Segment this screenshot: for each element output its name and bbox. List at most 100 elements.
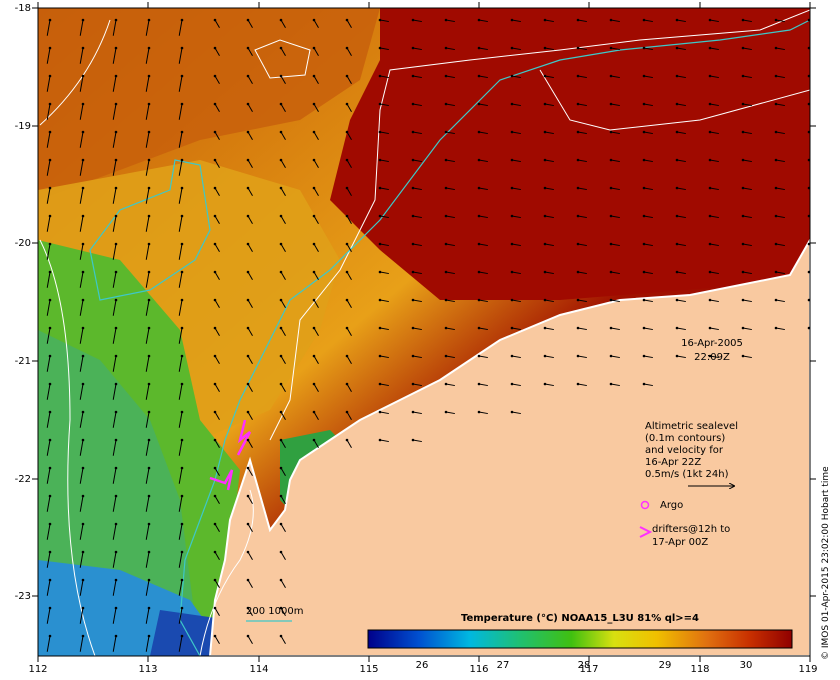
velocity-arrow — [46, 579, 51, 596]
velocity-origin — [609, 382, 613, 386]
velocity-arrow — [412, 243, 422, 247]
velocity-arrow — [214, 159, 220, 169]
velocity-arrow — [145, 551, 150, 568]
velocity-origin — [807, 18, 810, 22]
velocity-origin — [312, 410, 316, 414]
velocity-arrow — [247, 355, 253, 365]
velocity-origin — [48, 326, 52, 330]
velocity-arrow — [79, 411, 84, 428]
velocity-arrow — [178, 75, 183, 92]
velocity-origin — [510, 186, 514, 190]
velocity-arrow — [511, 19, 521, 23]
velocity-arrow — [709, 215, 719, 219]
velocity-origin — [411, 270, 415, 274]
velocity-origin — [279, 494, 283, 498]
velocity-arrow — [313, 103, 319, 113]
velocity-arrow — [577, 131, 587, 135]
velocity-origin — [642, 326, 646, 330]
velocity-origin — [411, 130, 415, 134]
velocity-arrow — [79, 103, 84, 120]
velocity-origin — [147, 634, 151, 638]
velocity-arrow — [280, 411, 286, 421]
velocity-origin — [378, 46, 382, 50]
velocity-arrow — [643, 327, 653, 331]
velocity-arrow — [313, 243, 319, 253]
velocity-origin — [378, 186, 382, 190]
velocity-arrow — [643, 271, 653, 275]
velocity-origin — [312, 382, 316, 386]
velocity-arrow — [544, 19, 554, 23]
velocity-origin — [48, 410, 52, 414]
velocity-arrow — [775, 75, 785, 79]
velocity-arrow — [79, 355, 84, 372]
velocity-origin — [246, 438, 250, 442]
velocity-arrow — [412, 75, 422, 79]
sst-field — [38, 8, 810, 656]
velocity-origin — [279, 382, 283, 386]
velocity-arrow — [214, 75, 220, 85]
velocity-origin — [477, 214, 481, 218]
velocity-origin — [807, 102, 810, 106]
velocity-origin — [180, 634, 184, 638]
velocity-origin — [675, 186, 679, 190]
velocity-arrow — [46, 467, 51, 484]
velocity-origin — [345, 18, 349, 22]
velocity-origin — [543, 214, 547, 218]
velocity-arrow — [112, 523, 117, 540]
velocity-origin — [81, 214, 85, 218]
velocity-arrow — [214, 47, 220, 57]
velocity-arrow — [112, 47, 117, 64]
velocity-arrow — [610, 299, 620, 303]
velocity-arrow — [412, 159, 422, 163]
velocity-arrow — [610, 215, 620, 219]
velocity-arrow — [412, 299, 422, 303]
velocity-arrow — [247, 47, 253, 57]
velocity-origin — [576, 242, 580, 246]
velocity-arrow — [313, 271, 319, 281]
velocity-arrow — [280, 159, 286, 169]
velocity-origin — [48, 466, 52, 470]
velocity-origin — [543, 270, 547, 274]
velocity-origin — [246, 298, 250, 302]
velocity-origin — [81, 382, 85, 386]
velocity-arrow — [79, 439, 84, 456]
velocity-origin — [114, 550, 118, 554]
velocity-origin — [675, 46, 679, 50]
velocity-origin — [246, 354, 250, 358]
velocity-origin — [180, 102, 184, 106]
lon-tick-label: 112 — [28, 664, 47, 675]
velocity-arrow — [145, 467, 150, 484]
velocity-arrow — [379, 215, 389, 219]
velocity-origin — [345, 46, 349, 50]
velocity-arrow — [46, 299, 51, 316]
velocity-origin — [180, 354, 184, 358]
velocity-arrow — [445, 47, 455, 51]
velocity-arrow — [379, 103, 389, 107]
velocity-arrow — [178, 47, 183, 64]
velocity-origin — [378, 102, 382, 106]
velocity-origin — [345, 74, 349, 78]
velocity-arrow — [412, 439, 422, 443]
velocity-arrow — [112, 551, 117, 568]
velocity-arrow — [412, 103, 422, 107]
velocity-origin — [774, 102, 778, 106]
velocity-origin — [576, 270, 580, 274]
lon-tick-label: 114 — [249, 664, 268, 675]
velocity-arrow — [247, 467, 253, 477]
velocity-arrow — [412, 19, 422, 23]
velocity-arrow — [280, 355, 286, 365]
velocity-origin — [147, 438, 151, 442]
velocity-origin — [246, 522, 250, 526]
legend-line: and velocity for — [645, 445, 724, 456]
velocity-arrow — [247, 635, 253, 645]
velocity-arrow — [346, 383, 352, 393]
velocity-origin — [114, 158, 118, 162]
velocity-arrow — [280, 439, 286, 449]
velocity-origin — [213, 186, 217, 190]
velocity-origin — [411, 46, 415, 50]
velocity-arrow — [478, 131, 488, 135]
velocity-origin — [180, 186, 184, 190]
velocity-origin — [81, 634, 85, 638]
velocity-arrow — [79, 607, 84, 624]
velocity-arrow — [346, 271, 352, 281]
